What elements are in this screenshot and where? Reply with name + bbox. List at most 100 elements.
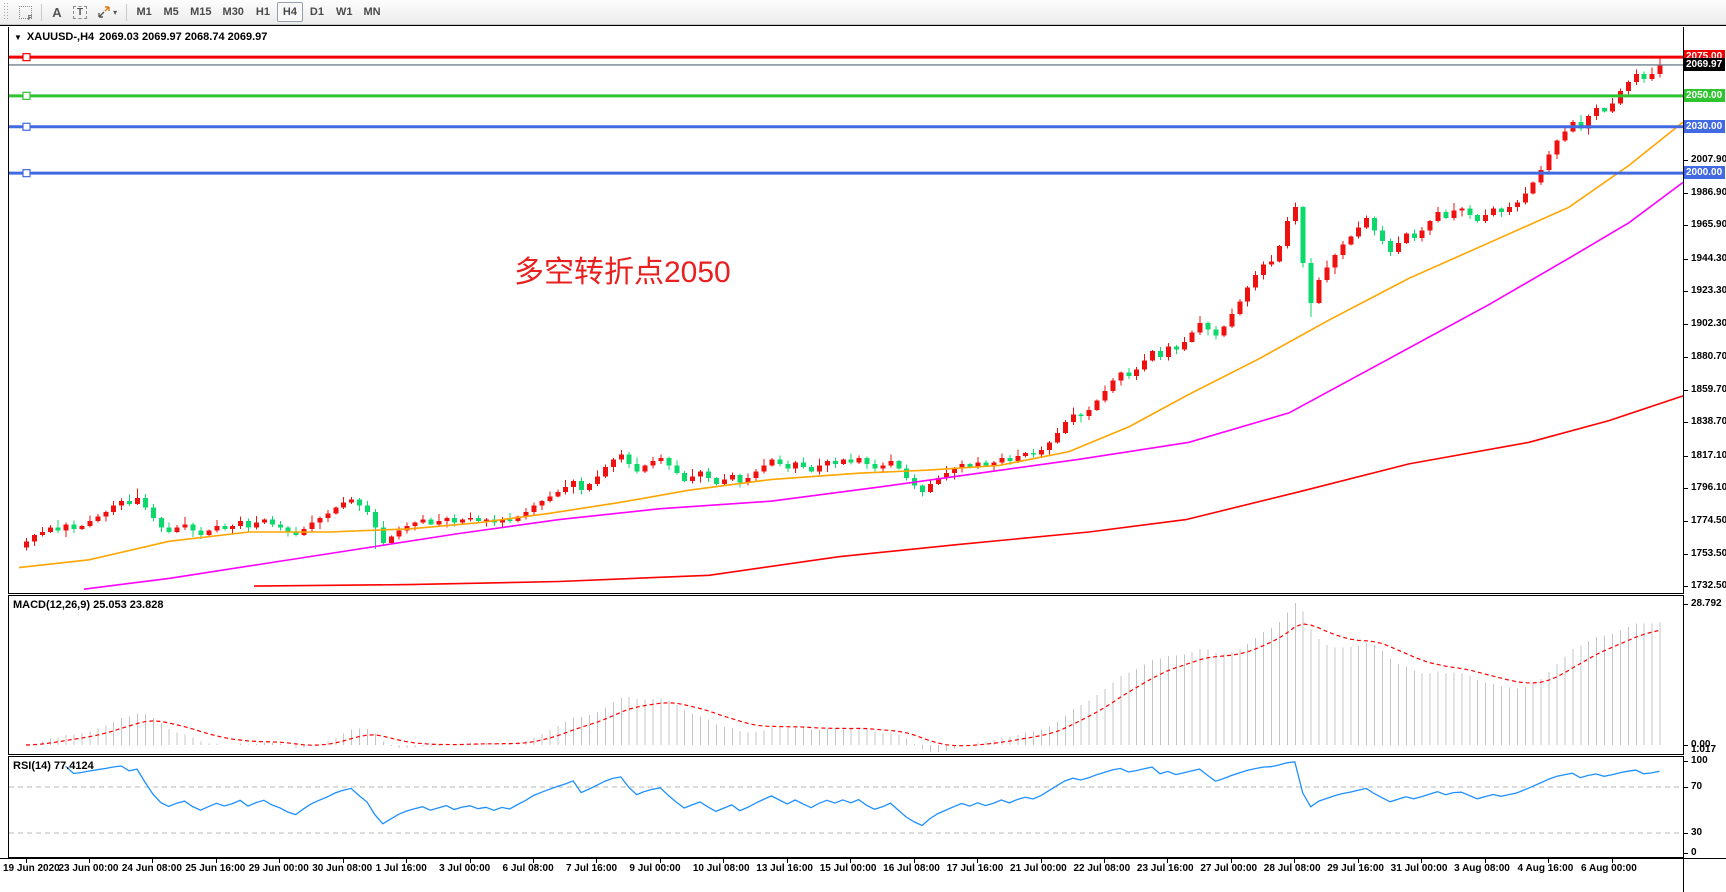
time-label: 27 Jul 00:00: [1200, 863, 1258, 874]
time-tick-mark: [1294, 859, 1295, 863]
price-tick-label: 28.792: [1691, 598, 1722, 609]
cursor-mode-button[interactable]: ▾: [92, 2, 122, 22]
price-badge-2000.00: 2000.00: [1684, 166, 1725, 179]
macd-histogram: [33, 603, 1661, 753]
time-tick-mark: [470, 859, 471, 863]
rsi-line: [65, 761, 1660, 827]
timeframe-button-h1[interactable]: H1: [255, 6, 270, 18]
timeframe-button-m15[interactable]: M15: [190, 6, 212, 18]
timeframe-button-mn[interactable]: MN: [363, 6, 381, 18]
chart-header[interactable]: ▼ XAUUSD-,H4 2069.03 2069.97 2068.74 206…: [14, 31, 267, 43]
panel-splitter[interactable]: [8, 593, 1684, 596]
time-label: 28 Jul 08:00: [1263, 863, 1321, 874]
time-label: 23 Jul 16:00: [1136, 863, 1194, 874]
dock-window-button[interactable]: F: [14, 2, 37, 22]
time-tick-mark: [850, 859, 851, 863]
price-tick-label: 1986.90: [1691, 187, 1726, 198]
time-label: 25 Jun 16:00: [185, 863, 246, 874]
price-tick-label: 1732.50: [1691, 580, 1726, 591]
dock-icon: F: [19, 5, 32, 22]
time-label: 21 Jul 00:00: [1010, 863, 1067, 874]
price-tick-label: 0.00: [1691, 739, 1711, 750]
timeframe-button-m30[interactable]: M30: [222, 6, 244, 18]
time-tick-mark: [1421, 859, 1422, 863]
axis-tick-mark: [1684, 193, 1688, 194]
price-tick-label: 1774.50: [1691, 515, 1726, 526]
symbol-title: XAUUSD-,H4: [26, 31, 95, 43]
price-tick-label: 1796.10: [1691, 482, 1726, 493]
time-tick-mark: [1104, 859, 1105, 863]
time-tick-mark: [1041, 859, 1042, 863]
time-label: 6 Jul 08:00: [502, 863, 554, 874]
ma-fast-orange: [18, 121, 1683, 569]
time-label: 10 Jul 08:00: [692, 863, 750, 874]
axis-tick-mark: [1684, 745, 1688, 746]
macd-panel[interactable]: MACD(12,26,9) 25.053 23.828: [8, 596, 1684, 754]
time-tick-mark: [723, 859, 724, 863]
axis-tick-mark: [1684, 259, 1688, 260]
time-label: 6 Aug 00:00: [1581, 863, 1637, 874]
price-tick-label: 1902.30: [1691, 318, 1726, 329]
rsi-canvas[interactable]: [9, 757, 1683, 858]
time-axis[interactable]: 19 Jun 2020 23 Jun 00:00 24 Jun 08:00 25 Ju…: [0, 858, 1726, 892]
chevron-down-icon: ▾: [113, 7, 118, 17]
time-label: 3 Jul 00:00: [439, 863, 491, 874]
time-tick-mark: [533, 859, 534, 863]
time-tick-mark: [152, 859, 153, 863]
time-label: 3 Aug 08:00: [1454, 863, 1510, 874]
price-tick-label: 1880.70: [1691, 351, 1726, 362]
price-tick-label: 1.017: [1691, 744, 1717, 755]
axis-tick-mark: [1684, 761, 1688, 762]
axis-tick-mark: [1684, 853, 1688, 854]
candlestick-chart-canvas[interactable]: [9, 27, 1683, 593]
time-label: 17 Jul 16:00: [946, 863, 1004, 874]
text-tool-icon: T: [73, 5, 88, 19]
timeframe-button-w1[interactable]: W1: [335, 6, 353, 18]
time-label: 29 Jul 16:00: [1327, 863, 1384, 874]
price-tick-label: 1817.10: [1691, 450, 1726, 461]
chart-annotation-text[interactable]: 多空转折点2050: [514, 256, 731, 289]
timeframe-button-m1[interactable]: M1: [136, 6, 152, 18]
main-chart-panel[interactable]: ▼ XAUUSD-,H4 2069.03 2069.97 2068.74 206…: [8, 27, 1684, 593]
axis-tick-mark: [1684, 390, 1688, 391]
axis-tick-mark: [1684, 833, 1688, 834]
timeframe-button-h4[interactable]: H4: [276, 2, 303, 22]
time-label: 19 Jun 2020: [3, 863, 60, 874]
price-badge-2030.00: 2030.00: [1684, 120, 1725, 133]
rsi-panel[interactable]: RSI(14) 77.4124: [8, 757, 1684, 858]
time-label: 15 Jul 00:00: [819, 863, 877, 874]
time-tick-mark: [977, 859, 978, 863]
price-tick-label: 30: [1691, 827, 1703, 838]
time-tick-mark: [787, 859, 788, 863]
axis-tick-mark: [1684, 488, 1688, 489]
ma-mid-magenta: [83, 181, 1683, 590]
price-axis[interactable]: 2007.90 1986.90 1965.90 1944.30 1923.30 1902.…: [1684, 27, 1726, 593]
time-label: 22 Jul 08:00: [1073, 863, 1131, 874]
time-tick-mark: [596, 859, 597, 863]
price-tick-label: 1859.70: [1691, 384, 1726, 395]
axis-tick-mark: [1684, 225, 1688, 226]
annotate-text-button[interactable]: A: [52, 4, 62, 20]
toolbar: F A T ▾ M1 M5 M15 M30 H1 H4 D1 W1 MN: [0, 0, 1726, 25]
time-tick-mark: [660, 859, 661, 863]
timeframe-button-m5[interactable]: M5: [163, 6, 179, 18]
time-label: 13 Jul 16:00: [756, 863, 813, 874]
timeframe-button-d1[interactable]: D1: [309, 6, 324, 18]
macd-canvas[interactable]: [9, 596, 1683, 754]
time-tick-mark: [406, 859, 407, 863]
rsi-axis: 100 70 30 0: [1684, 755, 1726, 858]
toolbar-grip[interactable]: [3, 3, 10, 21]
panel-splitter[interactable]: [8, 754, 1684, 757]
symbol-dropdown-icon[interactable]: ▼: [14, 32, 22, 42]
time-tick-mark: [914, 859, 915, 863]
text-label-button[interactable]: T: [68, 2, 92, 22]
time-tick-mark: [343, 859, 344, 863]
price-tick-label: 1944.30: [1691, 253, 1726, 264]
time-tick-mark: [1485, 859, 1486, 863]
macd-signal-line: [25, 623, 1660, 747]
axis-tick-mark: [1684, 422, 1688, 423]
time-label: 30 Jun 08:00: [312, 863, 373, 874]
time-label: 29 Jun 00:00: [248, 863, 309, 874]
time-label: 9 Jul 00:00: [629, 863, 681, 874]
macd-label: MACD(12,26,9) 25.053 23.828: [13, 599, 164, 611]
